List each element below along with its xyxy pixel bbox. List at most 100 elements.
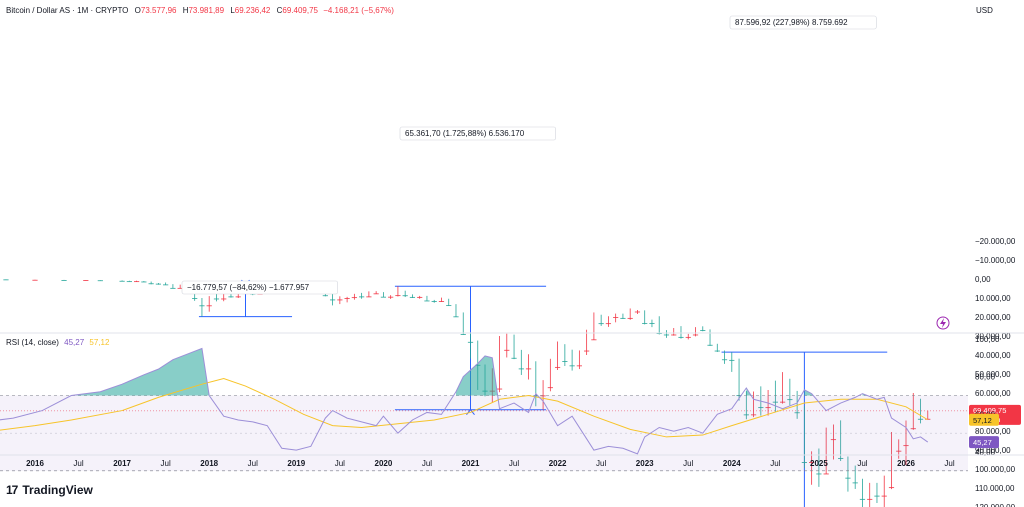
candle-body	[605, 323, 612, 325]
time-axis-tick: 2017	[113, 459, 131, 468]
candle-body	[663, 334, 670, 336]
candle-body	[97, 280, 103, 282]
time-axis-tick: 2022	[549, 459, 567, 468]
time-axis-tick: Jul	[944, 459, 954, 468]
candle-body	[830, 439, 837, 441]
high-value: 73.981,89	[188, 6, 225, 15]
low-label: L	[230, 6, 235, 15]
close-value: 69.409,75	[282, 6, 318, 15]
candle-body	[163, 284, 169, 286]
candle-body	[3, 279, 9, 281]
candle-body	[888, 487, 895, 489]
range-label-text: 87.596,92 (227,98%) 8.759.692	[735, 18, 848, 27]
candle-body	[460, 334, 466, 335]
candle-body	[199, 305, 205, 307]
candle-body	[192, 298, 198, 299]
candle-body	[351, 297, 357, 299]
time-axis-tick: 2020	[375, 459, 393, 468]
change-value: −4.168,21 (−5,67%)	[323, 6, 394, 15]
candle-body	[917, 418, 924, 420]
price-axis-tick: 0,00	[975, 275, 991, 284]
candle-body	[533, 395, 539, 397]
candle-body	[409, 296, 416, 298]
price-axis-tick: 10.000,00	[975, 294, 1011, 303]
candle-body	[496, 388, 503, 390]
open-value: 73.577,96	[140, 6, 177, 15]
candle-body	[155, 283, 162, 285]
candle-body	[525, 368, 532, 370]
high-label: H	[182, 6, 189, 15]
candle-body	[765, 407, 771, 409]
range-label-box	[181, 280, 338, 295]
candle-body	[562, 361, 568, 362]
candle-body	[845, 477, 851, 479]
candle-body	[685, 336, 691, 338]
candle-body	[816, 473, 822, 475]
rsi-overbought-fill	[455, 355, 498, 396]
symbol-title[interactable]: Bitcoin / Dollar AS · 1M · CRYPTO	[6, 6, 129, 15]
candle-body	[634, 311, 641, 313]
candle-body	[649, 322, 655, 324]
time-axis-tick: 2026	[897, 459, 915, 468]
candle-body	[620, 317, 626, 319]
time-axis-tick: 2025	[810, 459, 828, 468]
rsi-line	[0, 347, 929, 455]
time-axis-tick: 2016	[26, 459, 44, 468]
candle-body	[838, 457, 844, 459]
candle-body	[359, 296, 365, 298]
candle-body	[569, 365, 575, 367]
price-axis-tick: 30.000,00	[975, 332, 1011, 341]
open-label: O	[134, 6, 141, 15]
candle-body	[678, 336, 684, 338]
candle-body	[395, 295, 401, 297]
candle-body	[547, 387, 553, 389]
time-axis-tick: Jul	[596, 459, 606, 468]
candle-body	[707, 344, 713, 346]
candle-body	[431, 301, 437, 302]
range-label-text: 65.361,70 (1.725,88%) 6.536.170	[405, 129, 525, 138]
candle-body	[329, 299, 336, 301]
candle-body	[772, 401, 778, 403]
candle-body	[388, 296, 394, 298]
candle-body	[779, 401, 786, 403]
candle-body	[446, 305, 452, 307]
candle-body	[438, 301, 445, 302]
price-axis-tick: 40.000,00	[975, 351, 1011, 360]
rsi-ma-value: 57,12	[89, 338, 110, 347]
candle-body	[743, 414, 749, 416]
candle-body	[213, 298, 220, 300]
candle-body	[235, 296, 241, 298]
tradingview-logo[interactable]: 17 TradingView	[6, 483, 93, 497]
candle-body	[859, 498, 866, 500]
range-label-box	[729, 15, 877, 30]
candle-body	[896, 450, 902, 452]
candle-body	[344, 298, 350, 299]
candle-body	[656, 333, 662, 334]
candle-body	[758, 407, 764, 409]
range-measure-label: −16.779,57 (−84,62%) −1.677.957	[181, 280, 338, 295]
candle-body	[380, 296, 387, 298]
candle-body	[584, 350, 590, 352]
price-axis-tick: −10.000,00	[975, 256, 1016, 265]
candle-body	[148, 283, 154, 285]
candle-body	[576, 365, 582, 367]
candle-body	[794, 412, 800, 414]
candle-body	[170, 287, 176, 289]
rsi-title[interactable]: RSI (14, close)	[6, 338, 59, 347]
time-axis-tick: Jul	[422, 459, 432, 468]
candle-body	[322, 295, 328, 297]
candle-body	[453, 316, 459, 318]
candle-body	[221, 298, 227, 300]
candle-body	[874, 495, 880, 497]
time-axis-tick: Jul	[683, 459, 693, 468]
time-axis-tick: Jul	[248, 459, 258, 468]
currency-label[interactable]: USD	[976, 6, 993, 15]
time-axis-tick: Jul	[770, 459, 780, 468]
candle-body	[750, 414, 757, 416]
candle-body	[228, 296, 234, 298]
candle-body	[729, 359, 735, 361]
candle-body	[867, 498, 873, 500]
candle-body	[61, 280, 67, 281]
candle-body	[337, 299, 343, 301]
